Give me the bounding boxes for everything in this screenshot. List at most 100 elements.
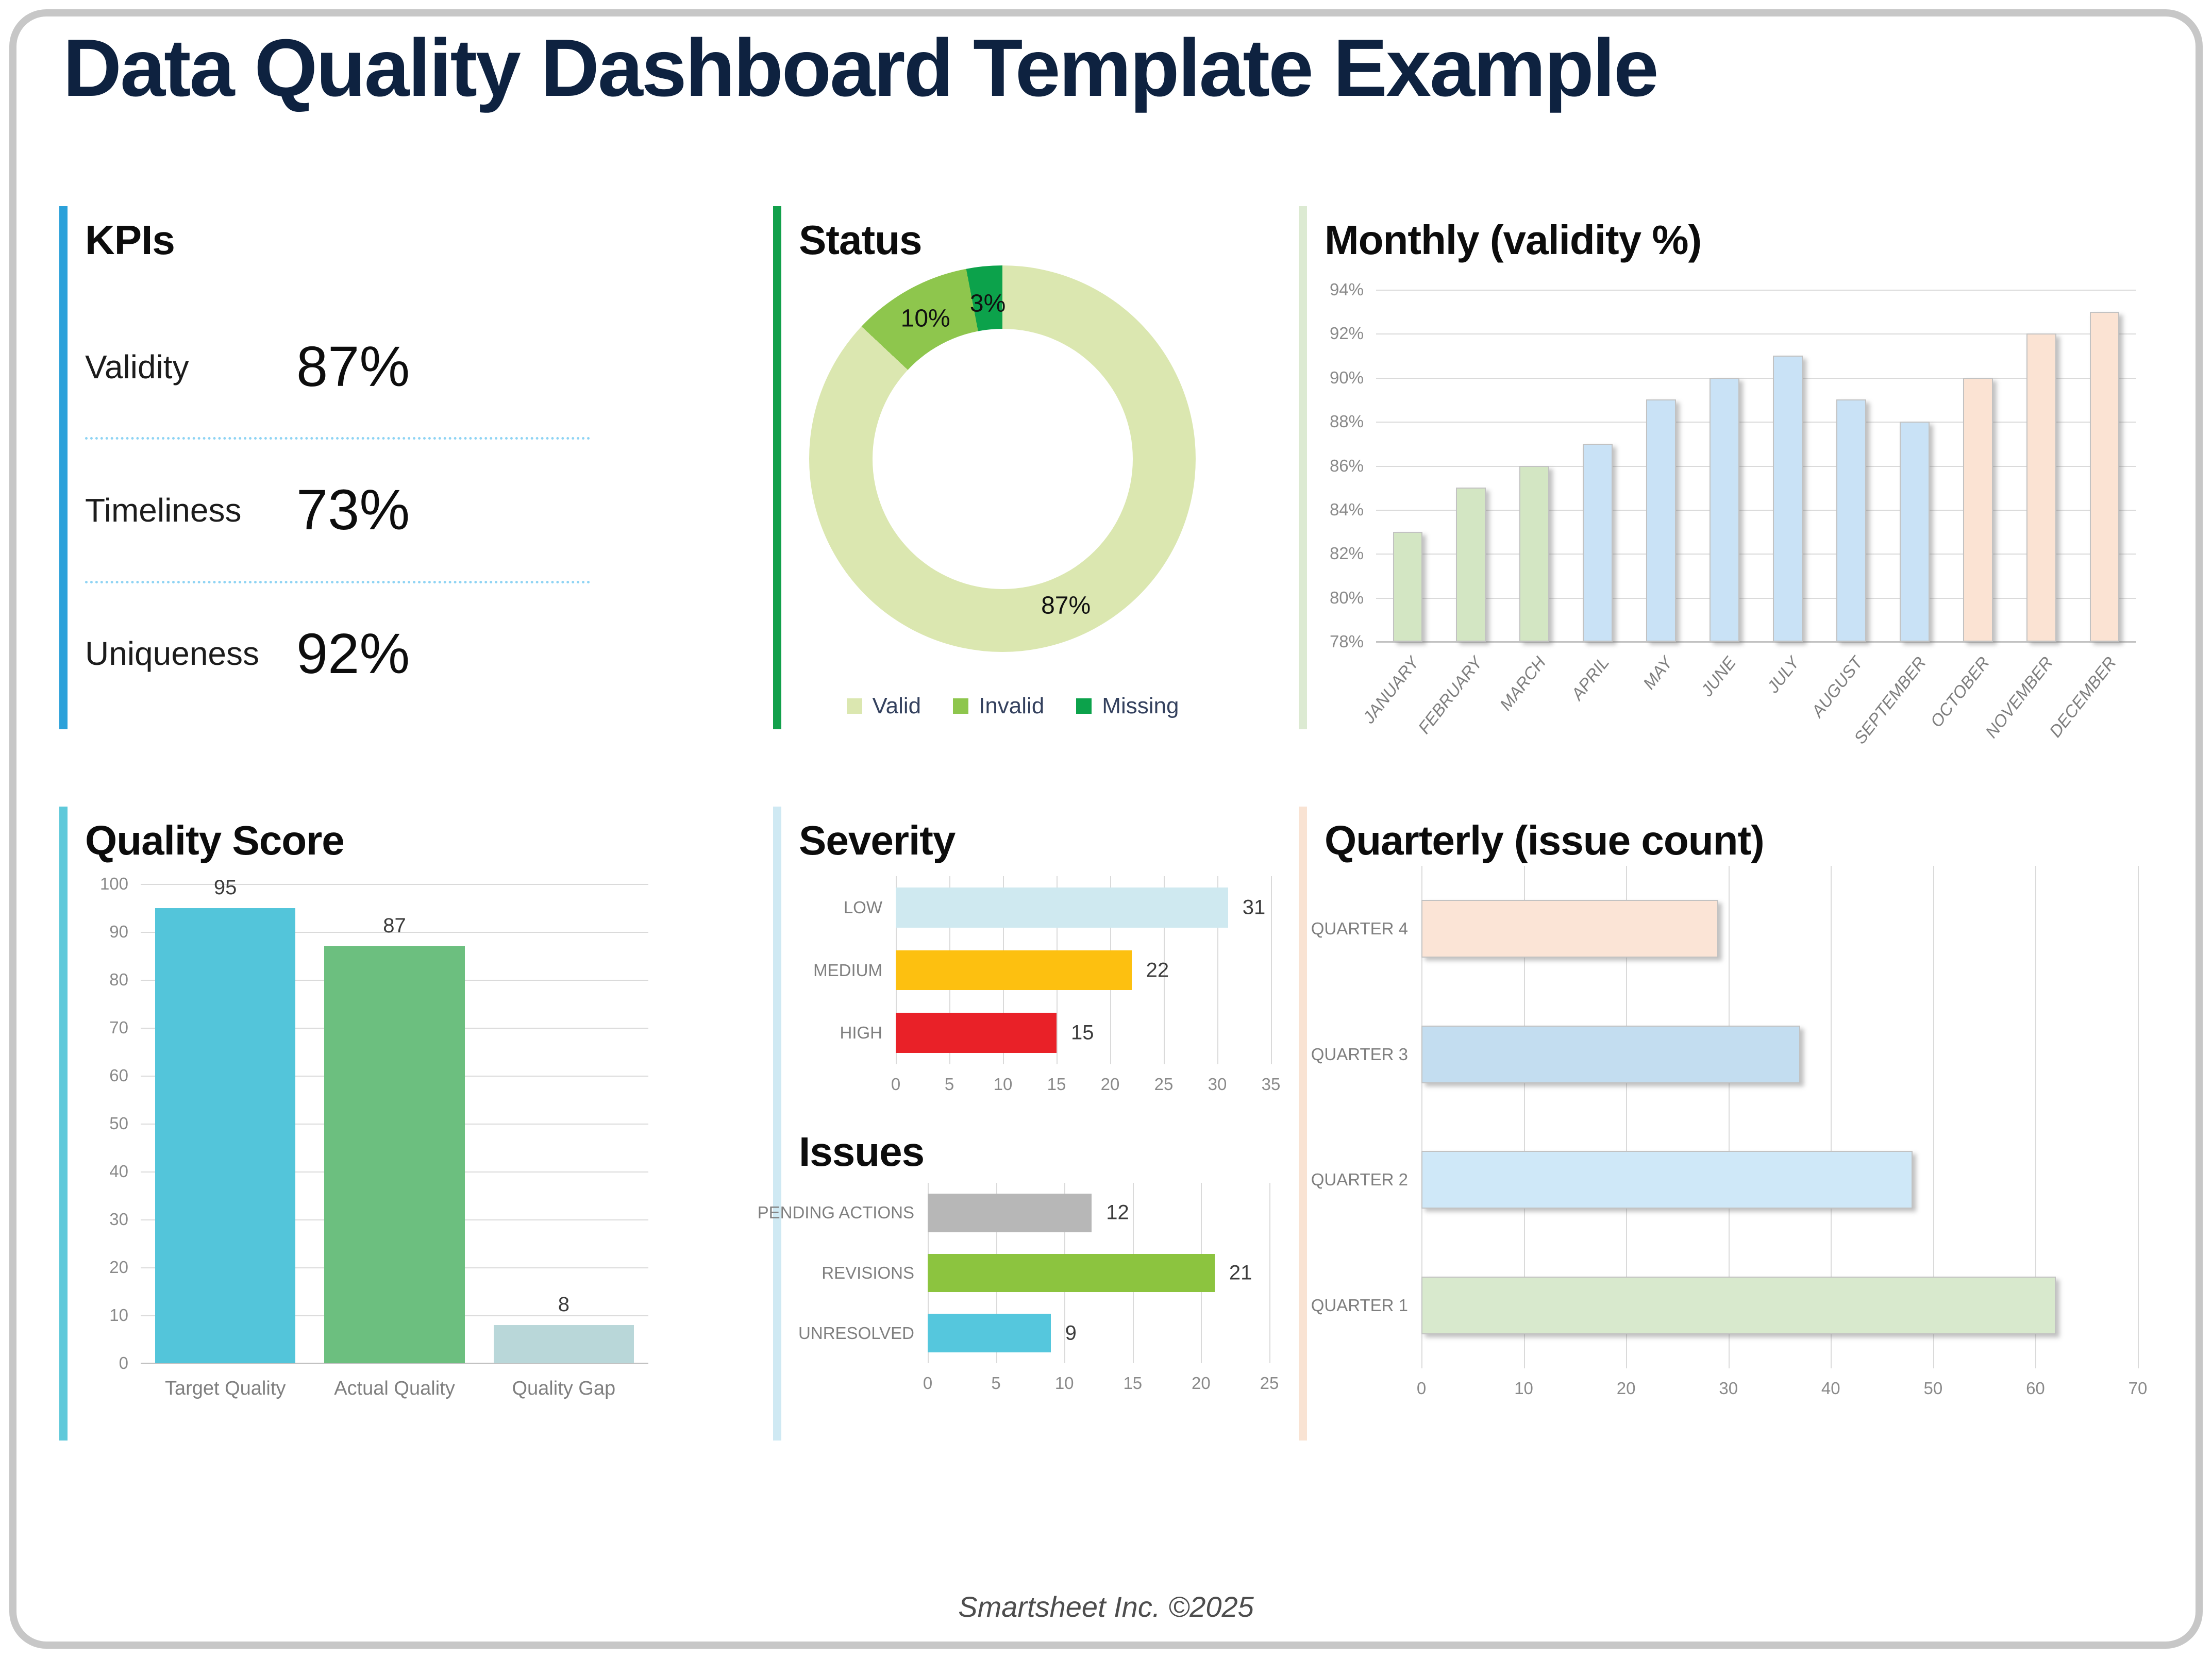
bar-december bbox=[2089, 311, 2120, 642]
x-tick-label: 15 bbox=[1123, 1374, 1143, 1393]
y-tick-label: 94% bbox=[1329, 280, 1364, 299]
x-tick-label: 25 bbox=[1260, 1374, 1279, 1393]
legend-item-valid: Valid bbox=[846, 693, 921, 719]
gridline bbox=[141, 884, 648, 885]
gridline bbox=[1376, 290, 2136, 291]
gridline bbox=[1269, 1183, 1270, 1363]
monthly-bar-chart: 78% 80% 82% 84% 86% 88% 90% 92% 94% JANUARY FEBRUA… bbox=[1330, 280, 2136, 747]
page-title: Data Quality Dashboard Template Example bbox=[63, 23, 1659, 113]
status-title: Status bbox=[799, 217, 922, 263]
legend-item-invalid: Invalid bbox=[953, 693, 1044, 719]
y-tick-label: 78% bbox=[1329, 632, 1364, 651]
bar-quarter-3 bbox=[1421, 1025, 1800, 1083]
quarterly-bar-chart: 0 10 20 30 40 50 60 70 QUARTER 4 QUARTER 3 QUARTER… bbox=[1311, 866, 2147, 1398]
monthly-accent-bar bbox=[1299, 206, 1307, 729]
bar-may bbox=[1646, 399, 1676, 642]
legend-label: Missing bbox=[1102, 693, 1179, 718]
bar-value-label: 8 bbox=[558, 1293, 569, 1316]
category-label: Quality Gap bbox=[512, 1378, 616, 1399]
status-donut-chart: 87% 10% 3% bbox=[809, 265, 1196, 652]
bar-actual-quality bbox=[324, 946, 465, 1363]
x-tick-label: 30 bbox=[1208, 1075, 1227, 1094]
x-tick-label: 20 bbox=[1100, 1075, 1120, 1094]
bar-april bbox=[1583, 443, 1613, 642]
category-label: QUARTER 4 bbox=[1311, 918, 1408, 938]
category-label: Actual Quality bbox=[334, 1378, 455, 1399]
y-tick-label: 10 bbox=[109, 1305, 128, 1325]
gridline bbox=[1376, 465, 2136, 467]
kpi-list: Validity 87% Timeliness 73% Uniqueness 92% bbox=[85, 296, 590, 724]
bar-value-label: 12 bbox=[1106, 1201, 1129, 1224]
status-accent-bar bbox=[773, 206, 781, 729]
y-tick-label: 50 bbox=[109, 1114, 128, 1133]
category-label: UNRESOLVED bbox=[798, 1323, 914, 1343]
kpi-value: 87% bbox=[296, 335, 410, 399]
category-label: REVISIONS bbox=[822, 1263, 914, 1282]
kpi-row: Validity 87% bbox=[85, 296, 590, 437]
quarterly-panel: Quarterly (issue count) 0 10 20 30 40 50 60 70 Q… bbox=[1299, 807, 2167, 1441]
kpis-panel: KPIs Validity 87% Timeliness 73% Uniqueness 9… bbox=[59, 206, 595, 729]
quarterly-accent-bar bbox=[1299, 807, 1307, 1441]
y-tick-label: 90 bbox=[109, 922, 128, 941]
gridline bbox=[1933, 866, 1934, 1368]
bar-target-quality bbox=[155, 908, 296, 1363]
x-tick-label: 20 bbox=[1616, 1379, 1636, 1398]
gridline bbox=[1376, 597, 2136, 599]
x-tick-label: 70 bbox=[2128, 1379, 2148, 1398]
severity-issues-accent-bar bbox=[773, 807, 781, 1441]
severity-bar-chart: 0 5 10 15 20 25 30 35 LOW 31 MEDIUM 22 HIGH 15 bbox=[813, 876, 1280, 1094]
y-tick-label: 30 bbox=[109, 1210, 128, 1229]
y-tick-label: 80% bbox=[1329, 588, 1364, 607]
issues-bar-chart: 0 5 10 15 20 25 PENDING ACTIONS 12 REVISIONS 21 UN… bbox=[758, 1183, 1279, 1393]
bar-september bbox=[1899, 422, 1930, 642]
bar-quality-gap bbox=[493, 1325, 634, 1363]
gridline bbox=[1831, 866, 1832, 1368]
bar-value-label: 15 bbox=[1071, 1021, 1094, 1044]
bar-revisions bbox=[928, 1253, 1215, 1293]
bar-medium bbox=[896, 950, 1132, 991]
legend-swatch bbox=[846, 698, 862, 714]
category-label: MEDIUM bbox=[813, 960, 882, 980]
x-tick-label: 10 bbox=[1054, 1374, 1074, 1393]
legend-item-missing: Missing bbox=[1076, 693, 1179, 719]
bar-january bbox=[1393, 531, 1423, 642]
severity-title: Severity bbox=[799, 817, 956, 863]
bar-value-label: 22 bbox=[1146, 959, 1169, 981]
kpi-value: 92% bbox=[296, 622, 410, 685]
kpi-row: Timeliness 73% bbox=[85, 437, 590, 580]
bar-quarter-2 bbox=[1421, 1151, 1913, 1209]
gridline bbox=[141, 932, 648, 933]
gridline bbox=[1376, 377, 2136, 379]
donut-slice-label: 3% bbox=[969, 290, 1006, 317]
x-tick-label: 10 bbox=[1514, 1379, 1533, 1398]
y-tick-label: 88% bbox=[1329, 412, 1364, 431]
gridline bbox=[1626, 866, 1628, 1368]
quality-score-bar-chart: 0 10 20 30 40 50 60 70 80 90 100 95 Target Quality 87… bbox=[100, 874, 648, 1399]
gridline bbox=[1376, 509, 2136, 511]
bar-high bbox=[896, 1013, 1057, 1053]
bar-value-label: 9 bbox=[1065, 1321, 1077, 1345]
x-tick-label: 0 bbox=[891, 1075, 901, 1094]
legend-label: Invalid bbox=[979, 693, 1045, 718]
category-label: QUARTER 1 bbox=[1311, 1296, 1408, 1315]
kpi-label: Timeliness bbox=[85, 491, 242, 529]
category-label: LOW bbox=[843, 897, 882, 917]
x-axis-line bbox=[1376, 641, 2136, 643]
bar-february bbox=[1456, 488, 1486, 642]
bar-quarter-1 bbox=[1421, 1277, 2056, 1335]
bar-july bbox=[1773, 356, 1803, 642]
x-tick-label: 15 bbox=[1047, 1075, 1066, 1094]
gridline bbox=[1376, 554, 2136, 555]
donut-slice-label: 87% bbox=[1041, 592, 1091, 619]
bar-value-label: 21 bbox=[1229, 1261, 1252, 1284]
x-tick-label: 35 bbox=[1261, 1075, 1281, 1094]
monthly-validity-panel: Monthly (validity %) 78% 80% 82% 84% 86% 88% 9… bbox=[1299, 206, 2160, 747]
issues-title: Issues bbox=[799, 1129, 925, 1175]
category-label: QUARTER 3 bbox=[1311, 1044, 1408, 1064]
category-label: Target Quality bbox=[164, 1378, 286, 1399]
x-tick-label: 10 bbox=[993, 1075, 1013, 1094]
y-tick-label: 90% bbox=[1329, 367, 1364, 387]
gridline bbox=[1271, 876, 1272, 1064]
category-label: PENDING ACTIONS bbox=[757, 1203, 914, 1222]
